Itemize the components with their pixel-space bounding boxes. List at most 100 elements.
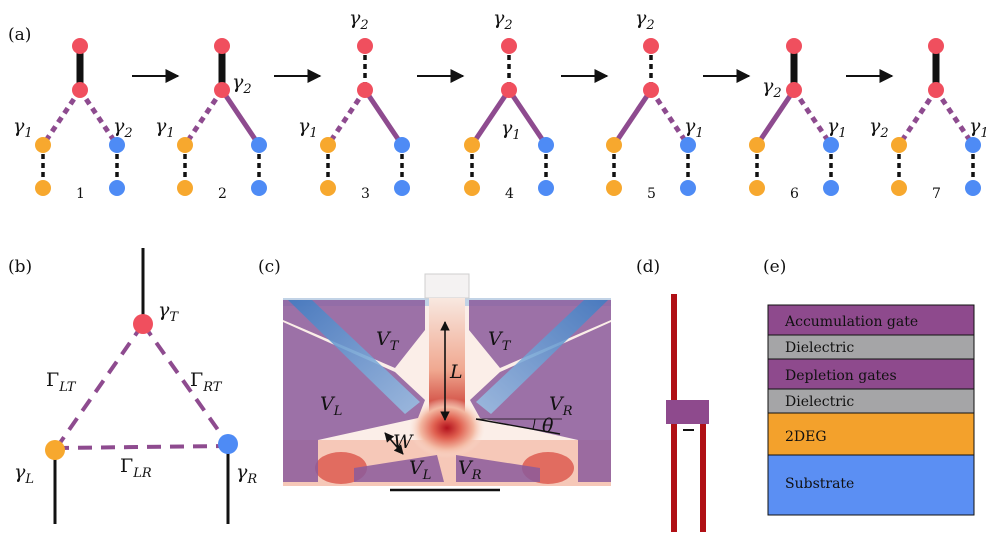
step-right-edge: [791, 88, 834, 147]
wire-top: [671, 294, 677, 424]
gamma-label: γ1: [13, 115, 33, 141]
angle-label: θ: [542, 415, 554, 437]
wire-bottom-left: [671, 424, 677, 532]
node-right: [823, 137, 839, 153]
node-top: [214, 38, 230, 54]
gate-left-shape: [283, 322, 425, 482]
gate-label-top-right: VT: [488, 328, 512, 354]
layer-label-depletion: Depletion gates: [785, 368, 897, 384]
node-top: [501, 38, 517, 54]
braid-step-3: 3: [320, 38, 410, 202]
layer-label-substrate: Substrate: [785, 476, 854, 492]
gamma-label: γ2: [232, 71, 252, 97]
node-right-bottom: [109, 180, 125, 196]
node-junction: [72, 82, 88, 98]
braid-step-6: 6: [749, 38, 839, 202]
step-number: 1: [76, 186, 85, 202]
gate-edge-right-shade: [476, 300, 608, 414]
panel-c-gate-layout: VT VT VL VR VL VR L W θ: [283, 273, 611, 492]
node-right-bottom: [823, 180, 839, 196]
node-left-bottom: [891, 180, 907, 196]
braid-step-4: 4: [464, 38, 554, 202]
node-right-bottom: [680, 180, 696, 196]
step-left-edge: [40, 88, 83, 147]
node-top: [928, 38, 944, 54]
layer-label-2deg: 2DEG: [785, 429, 827, 445]
node-left: [749, 137, 765, 153]
step-left-edge: [611, 88, 654, 147]
layer-depletion-gates: [767, 358, 975, 390]
step-right-edge: [362, 88, 405, 147]
coupling-left-top: [53, 322, 145, 452]
gamma-label: γ2: [869, 115, 889, 141]
label-gamma-r: γR: [236, 461, 257, 487]
majorana-top-node: [133, 314, 153, 334]
layer-substrate: [767, 454, 975, 516]
node-left-bottom: [749, 180, 765, 196]
layer-label-accumulation: Accumulation gate: [784, 314, 918, 330]
label-gamma-lt: ΓLT: [46, 369, 77, 395]
node-junction: [643, 82, 659, 98]
panel-label-e: (e): [763, 257, 786, 277]
gamma-label: γ2: [762, 75, 782, 101]
node-junction: [357, 82, 373, 98]
label-gamma-rt: ΓRT: [190, 369, 223, 395]
label-gamma-lr: ΓLR: [120, 455, 152, 481]
angle-arc: [532, 418, 536, 430]
step-left-edge: [754, 88, 797, 147]
gate-block: [666, 400, 709, 424]
step-number: 2: [218, 186, 227, 202]
gamma-label: γ2: [113, 115, 133, 141]
step-left-edge: [469, 88, 512, 147]
majorana-left-node: [45, 440, 65, 460]
gate-label-top-left: VT: [376, 328, 400, 354]
node-left-bottom: [464, 180, 480, 196]
gate-bottom-left-shape: [354, 455, 444, 482]
node-left-bottom: [35, 180, 51, 196]
panel-label-a: (a): [8, 25, 31, 45]
node-right-bottom: [251, 180, 267, 196]
gamma-label: γ1: [155, 115, 175, 141]
step-number: 5: [647, 186, 656, 202]
step-left-edge: [896, 88, 939, 147]
label-gamma-l: γL: [14, 461, 34, 487]
node-left: [464, 137, 480, 153]
layer-label-dielectric-1: Dielectric: [785, 340, 854, 356]
step-right-edge: [77, 88, 120, 147]
panel-label-b: (b): [8, 257, 32, 277]
gamma-label: γ2: [635, 7, 655, 33]
node-left: [177, 137, 193, 153]
node-right: [680, 137, 696, 153]
majorana-right-node: [218, 434, 238, 454]
node-junction: [214, 82, 230, 98]
panel-d-side-view: [666, 294, 709, 532]
node-right: [965, 137, 981, 153]
length-label: L: [449, 361, 463, 383]
gamma-label: γ1: [298, 115, 318, 141]
node-left-bottom: [320, 180, 336, 196]
wire-bottom-right: [700, 424, 706, 532]
gate-label-right: VR: [549, 393, 573, 419]
panel-label-c: (c): [258, 257, 281, 277]
node-top: [643, 38, 659, 54]
node-top: [72, 38, 88, 54]
node-right: [394, 137, 410, 153]
node-junction: [928, 82, 944, 98]
gate-edge-left-shade: [288, 300, 420, 414]
braid-step-1: 1: [35, 38, 125, 202]
braid-step-5: 5: [606, 38, 696, 202]
step-number: 4: [505, 186, 514, 202]
top-lead-box: [424, 273, 470, 299]
step-number: 6: [790, 186, 799, 202]
node-left: [606, 137, 622, 153]
coupling-left-right: [54, 444, 229, 450]
gamma-label: γ1: [969, 115, 989, 141]
angle-line: [475, 418, 561, 435]
panel-e-layer-stack: Accumulation gate Dielectric Depletion g…: [767, 304, 975, 516]
step-number: 7: [932, 186, 941, 202]
gamma-label: γ1: [501, 117, 521, 143]
step-number: 3: [361, 186, 370, 202]
node-right-bottom: [394, 180, 410, 196]
node-left-bottom: [177, 180, 193, 196]
step-right-edge: [933, 88, 976, 147]
